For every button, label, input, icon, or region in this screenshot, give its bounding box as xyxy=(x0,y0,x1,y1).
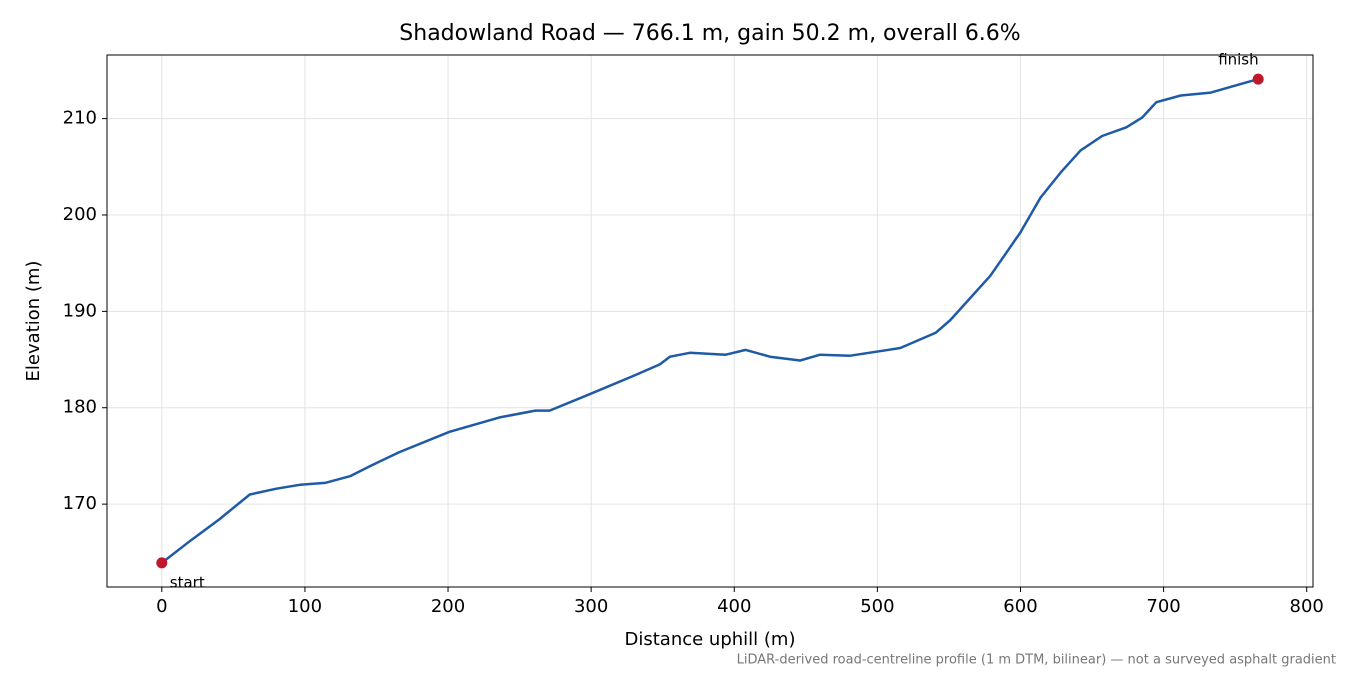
x-tick-label: 600 xyxy=(1003,596,1037,617)
y-tick-label: 170 xyxy=(63,493,97,514)
elevation-line xyxy=(161,77,1259,564)
x-tick-label: 500 xyxy=(860,596,894,617)
y-tick-label: 190 xyxy=(63,300,97,321)
x-tick-label: 800 xyxy=(1290,596,1324,617)
x-tick-label: 700 xyxy=(1146,596,1180,617)
x-tick-label: 0 xyxy=(156,596,167,617)
footnote: LiDAR-derived road-centreline profile (1… xyxy=(737,653,1336,668)
endpoint-label: finish xyxy=(1218,51,1258,69)
endpoint-marker xyxy=(1252,73,1264,85)
x-tick-label: 400 xyxy=(717,596,751,617)
y-tick-label: 180 xyxy=(63,397,97,418)
x-axis-label: Distance uphill (m) xyxy=(625,629,796,650)
x-tick-label: 100 xyxy=(288,596,322,617)
x-tick-label: 200 xyxy=(431,596,465,617)
plot-frame xyxy=(106,54,1314,588)
endpoint-marker xyxy=(156,557,168,569)
endpoint-label: start xyxy=(170,573,205,591)
y-tick-label: 210 xyxy=(63,108,97,129)
x-tick-label: 300 xyxy=(574,596,608,617)
y-axis-label: Elevation (m) xyxy=(23,261,44,382)
y-tick-label: 200 xyxy=(63,204,97,225)
chart-title: Shadowland Road — 766.1 m, gain 50.2 m, … xyxy=(399,21,1020,46)
